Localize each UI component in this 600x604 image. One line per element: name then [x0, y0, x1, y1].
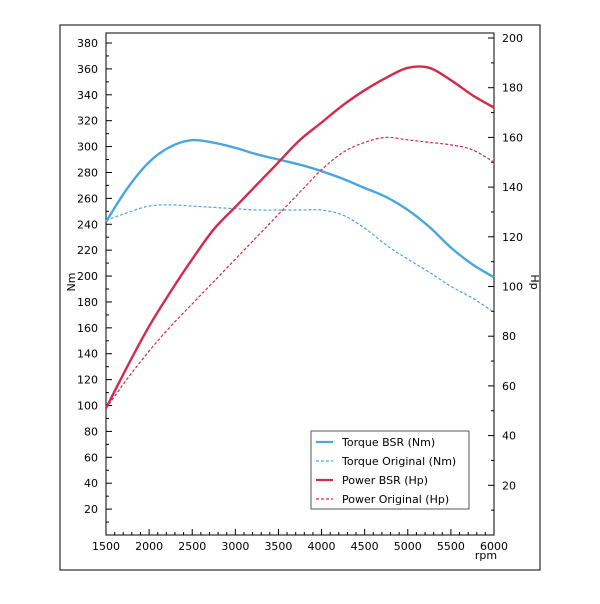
legend-entries: Torque BSR (Nm) Torque Original (Nm) Power…: [316, 436, 456, 506]
y-left-tick-label: 100: [77, 400, 98, 413]
y-left-tick-label: 240: [77, 218, 98, 231]
y-left-tick-label: 60: [84, 451, 98, 464]
series-line-power-original-hp: [105, 136, 495, 409]
x-tick-label: 4000: [308, 540, 336, 553]
y-right-tick-label: 40: [502, 430, 516, 443]
y-right-axis-label: Hp: [528, 274, 541, 289]
y-right-tick-label: 180: [502, 82, 523, 95]
x-tick-label: 5500: [437, 540, 465, 553]
y-left-tick-label: 340: [77, 89, 98, 102]
y-left-tick-label: 200: [77, 270, 98, 283]
legend-label: Power BSR (Hp): [342, 474, 428, 487]
y-left-tick-label: 320: [77, 115, 98, 128]
x-axis-label: rpm: [475, 549, 497, 562]
y-left-tick-label: 20: [84, 503, 98, 516]
y-left-tick-label: 160: [77, 322, 98, 335]
y-left-tick-label: 40: [84, 477, 98, 490]
y-right-tick-label: 80: [502, 330, 516, 343]
y-left-tick-label: 280: [77, 166, 98, 179]
y-left-tick-label: 140: [77, 348, 98, 361]
y-left-tick-label: 300: [77, 141, 98, 154]
y-right-tick-label: 60: [502, 380, 516, 393]
x-tick-label: 2500: [178, 540, 206, 553]
x-tick-label: 3000: [221, 540, 249, 553]
plot-area: [105, 32, 495, 536]
y-right-tick-label: 20: [502, 479, 516, 492]
x-tick-label: 5000: [394, 540, 422, 553]
ticks-layer: 1500 2000 2500 3000 3500 4000 4500 5000 5500 6000…: [77, 32, 523, 553]
y-left-axis-label: Nm: [65, 273, 78, 292]
y-right-tick-label: 140: [502, 181, 523, 194]
legend-box: [310, 430, 470, 510]
x-tick-label: 4500: [351, 540, 379, 553]
y-left-tick-label: 360: [77, 63, 98, 76]
y-left-tick-label: 80: [84, 425, 98, 438]
series-line-power-bsr-hp: [104, 65, 495, 409]
y-left-tick-label: 260: [77, 192, 98, 205]
y-right-tick-label: 200: [502, 32, 523, 45]
series-line-torque-original-nm: [105, 204, 495, 313]
series-layer: [104, 65, 495, 409]
y-right-tick-label: 160: [502, 131, 523, 144]
x-tick-label: 6000: [480, 540, 508, 553]
y-right-tick-label: 120: [502, 231, 523, 244]
y-left-tick-label: 180: [77, 296, 98, 309]
y-left-tick-label: 220: [77, 244, 98, 257]
y-left-tick-label: 380: [77, 37, 98, 50]
legend-label: Torque Original (Nm): [341, 455, 456, 468]
x-tick-label: 2000: [135, 540, 163, 553]
x-tick-label: 1500: [92, 540, 120, 553]
y-right-tick-label: 100: [502, 281, 523, 294]
series-line-torque-bsr-nm: [104, 138, 495, 279]
x-tick-label: 3500: [264, 540, 292, 553]
legend-label: Torque BSR (Nm): [341, 436, 435, 449]
legend-label: Power Original (Hp): [342, 493, 449, 506]
y-left-tick-label: 120: [77, 374, 98, 387]
legend: Torque BSR (Nm) Torque Original (Nm) Power…: [310, 430, 470, 510]
